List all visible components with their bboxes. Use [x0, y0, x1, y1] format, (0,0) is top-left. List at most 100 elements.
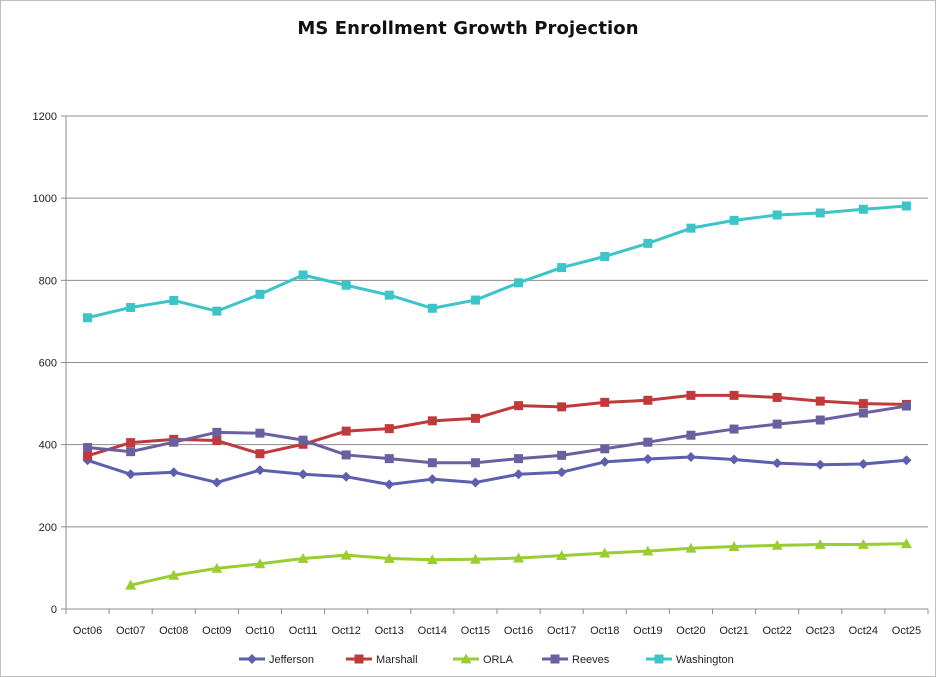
washington-point	[858, 204, 868, 214]
jefferson-point	[384, 479, 395, 490]
x-tick-label: Oct17	[547, 625, 576, 637]
orla-point	[469, 553, 481, 564]
marshall-point	[341, 426, 351, 436]
y-tick-label: 600	[39, 358, 57, 370]
reeves-point	[557, 450, 567, 460]
washington-point	[470, 295, 480, 305]
y-tick-label: 400	[39, 440, 57, 452]
x-tick-label: Oct22	[762, 625, 791, 637]
reeves-point	[729, 424, 739, 434]
x-tick-label: Oct07	[116, 625, 145, 637]
marshall-point	[729, 390, 739, 400]
marshall-point	[384, 424, 394, 434]
x-tick-label: Oct18	[590, 625, 619, 637]
x-tick-label: Oct10	[245, 625, 274, 637]
orla-legend-marker	[460, 653, 472, 664]
x-tick-label: Oct16	[504, 625, 533, 637]
orla-point	[599, 547, 611, 558]
y-tick-label: 1000	[33, 193, 57, 205]
jefferson-point	[298, 469, 309, 480]
reeves-point	[212, 427, 222, 437]
washington-point	[83, 313, 93, 323]
orla-point	[642, 545, 654, 556]
orla-point	[857, 538, 869, 549]
x-tick-label: Oct08	[159, 625, 188, 637]
marshall-point	[643, 395, 653, 405]
x-tick-label: Oct12	[331, 625, 360, 637]
reeves-legend-marker	[550, 654, 560, 664]
orla-series-line	[130, 542, 907, 587]
marshall-point	[126, 438, 136, 448]
marshall-point	[514, 401, 524, 411]
orla-point	[900, 538, 912, 549]
reeves-point	[686, 430, 696, 440]
reeves-point	[600, 444, 610, 454]
reeves-point	[126, 447, 136, 457]
y-tick-label: 800	[39, 275, 57, 287]
jefferson-point	[642, 454, 653, 465]
jefferson-legend-marker	[247, 654, 257, 664]
washington-legend-marker	[654, 654, 664, 664]
x-tick-label: Oct24	[849, 625, 878, 637]
washington-point	[341, 280, 351, 290]
marshall-point	[255, 449, 265, 459]
washington-point	[686, 223, 696, 233]
x-tick-label: Oct11	[289, 625, 318, 637]
jefferson-point	[599, 456, 610, 467]
reeves-point	[341, 450, 351, 460]
orla-point	[340, 549, 352, 560]
reeves-point	[858, 408, 868, 418]
jefferson-legend-label: Jefferson	[269, 654, 314, 666]
chart-title: MS Enrollment Growth Projection	[297, 18, 639, 39]
jefferson-point	[341, 471, 352, 482]
washington-point	[255, 289, 265, 299]
jefferson-point	[901, 455, 912, 466]
jefferson-point	[125, 469, 136, 480]
x-tick-label: Oct09	[202, 625, 231, 637]
washington-point	[126, 302, 136, 312]
washington-point	[427, 303, 437, 313]
washington-point	[772, 210, 782, 220]
x-tick-label: Oct13	[375, 625, 404, 637]
orla-point	[728, 541, 740, 551]
orla-point	[125, 579, 137, 590]
washington-point	[384, 290, 394, 300]
orla-point	[771, 539, 783, 550]
x-tick-label: Oct19	[633, 625, 662, 637]
marshall-point	[212, 436, 222, 446]
washington-point	[212, 306, 222, 316]
reeves-point	[384, 454, 394, 464]
washington-point	[298, 270, 308, 280]
reeves-point	[169, 437, 179, 447]
marshall-point	[470, 413, 480, 423]
marshall-point	[83, 451, 93, 461]
jefferson-point	[211, 477, 222, 488]
washington-point	[600, 252, 610, 262]
y-tick-label: 1200	[33, 111, 57, 123]
jefferson-point	[685, 451, 696, 462]
reeves-point	[427, 458, 437, 468]
washington-point	[815, 208, 825, 218]
washington-series-line	[87, 204, 907, 320]
reeves-point	[514, 454, 524, 464]
reeves-point	[772, 419, 782, 429]
washington-legend-label: Washington	[676, 654, 734, 666]
orla-point	[297, 552, 309, 563]
reeves-point	[815, 415, 825, 425]
orla-point	[426, 554, 438, 565]
marshall-point	[427, 416, 437, 426]
reeves-legend-label: Reeves	[572, 654, 610, 666]
orla-point	[685, 542, 697, 553]
x-tick-label: Oct23	[806, 625, 835, 637]
reeves-point	[255, 428, 265, 438]
jefferson-point	[556, 467, 567, 478]
orla-point	[211, 562, 223, 573]
orla-point	[513, 552, 525, 563]
jefferson-point	[772, 458, 783, 469]
x-tick-label: Oct20	[676, 625, 705, 637]
jefferson-point	[513, 469, 524, 480]
jefferson-point	[470, 477, 481, 488]
marshall-point	[600, 397, 610, 407]
